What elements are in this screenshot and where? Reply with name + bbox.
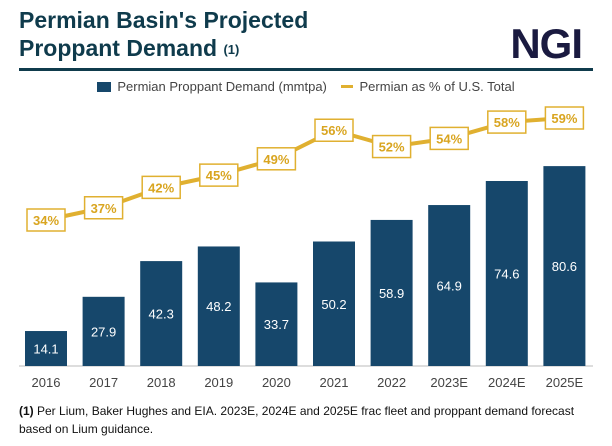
legend-bar-swatch bbox=[97, 82, 112, 92]
percent-label-box bbox=[314, 118, 354, 142]
percent-label: 54% bbox=[436, 131, 462, 146]
bar bbox=[255, 282, 298, 366]
legend-line-swatch bbox=[340, 85, 353, 88]
header-divider bbox=[19, 68, 593, 71]
percent-label: 56% bbox=[321, 123, 347, 138]
percent-label-box bbox=[83, 196, 124, 220]
bar-value-label: 74.6 bbox=[494, 266, 519, 281]
bar bbox=[428, 205, 471, 366]
x-tick-label: 2019 bbox=[204, 375, 233, 390]
x-tick-label: 2016 bbox=[32, 375, 61, 390]
bar-value-label: 64.9 bbox=[437, 279, 462, 294]
bar bbox=[313, 241, 355, 366]
footnote-text: Per Lium, Baker Hughes and EIA. 2023E, 2… bbox=[19, 404, 575, 436]
ngi-logo: NGI bbox=[510, 20, 583, 67]
legend: Permian Proppant Demand (mmtpa) Permian … bbox=[0, 79, 612, 94]
x-tick-label: 2023E bbox=[430, 375, 468, 390]
percent-label-box bbox=[141, 175, 181, 200]
page-title: Permian Basin's Projected Proppant Deman… bbox=[19, 6, 308, 62]
title-footnote-marker: (1) bbox=[223, 42, 240, 57]
percent-label-box bbox=[429, 126, 469, 151]
x-tick-label: 2017 bbox=[89, 375, 118, 390]
percent-label-box bbox=[26, 208, 66, 232]
percent-label-box bbox=[544, 106, 585, 130]
percent-label: 37% bbox=[91, 201, 117, 216]
percent-line bbox=[45, 116, 565, 222]
bar-value-label: 80.6 bbox=[552, 259, 577, 274]
x-tick-label: 2018 bbox=[147, 375, 176, 390]
percent-label-box bbox=[199, 163, 239, 187]
x-tick-label: 2025E bbox=[546, 375, 584, 390]
percent-label: 42% bbox=[148, 180, 174, 195]
percent-label: 45% bbox=[206, 168, 232, 183]
percent-label-box bbox=[371, 134, 412, 159]
title-line-2: Proppant Demand bbox=[19, 35, 218, 61]
bar-value-label: 27.9 bbox=[91, 324, 116, 339]
bar bbox=[543, 166, 586, 366]
percent-label: 52% bbox=[379, 140, 405, 155]
bar-value-label: 33.7 bbox=[264, 317, 289, 332]
percent-label-box bbox=[487, 110, 527, 134]
bar bbox=[370, 219, 413, 366]
bar bbox=[140, 261, 183, 366]
bar bbox=[197, 246, 240, 366]
bar-value-label: 50.2 bbox=[321, 297, 346, 312]
bar bbox=[82, 296, 125, 366]
legend-bar-label: Permian Proppant Demand (mmtpa) bbox=[117, 79, 327, 94]
bar bbox=[485, 180, 528, 366]
x-tick-label: 2024E bbox=[488, 375, 526, 390]
title-line-1: Permian Basin's Projected bbox=[19, 7, 309, 33]
x-tick-label: 2021 bbox=[320, 375, 349, 390]
bar-value-label: 42.3 bbox=[149, 307, 174, 322]
footnote: (1) Per Lium, Baker Hughes and EIA. 2023… bbox=[19, 402, 599, 438]
bar-value-label: 48.2 bbox=[206, 299, 231, 314]
legend-line-label: Permian as % of U.S. Total bbox=[359, 79, 515, 94]
x-tick-label: 2020 bbox=[262, 375, 291, 390]
x-tick-label: 2022 bbox=[377, 375, 406, 390]
percent-label: 34% bbox=[33, 213, 59, 228]
bar bbox=[25, 331, 67, 366]
bar-value-label: 58.9 bbox=[379, 286, 404, 301]
percent-label: 59% bbox=[551, 111, 577, 126]
percent-label: 58% bbox=[494, 115, 520, 130]
bar-value-label: 14.1 bbox=[33, 342, 58, 357]
footnote-marker: (1) bbox=[19, 404, 34, 418]
percent-label: 49% bbox=[263, 152, 289, 167]
percent-label-box bbox=[256, 147, 297, 171]
